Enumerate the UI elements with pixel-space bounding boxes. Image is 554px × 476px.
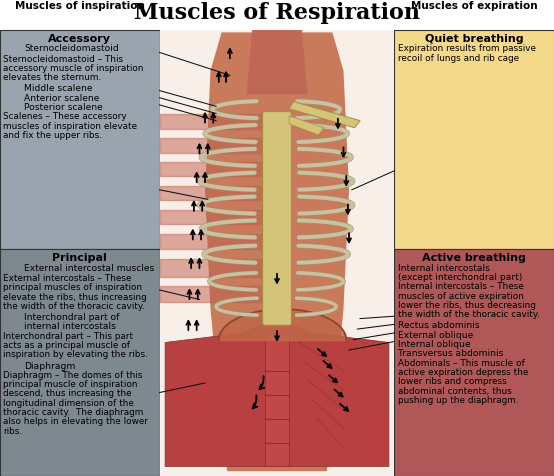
Text: Expiration results from passive: Expiration results from passive <box>398 44 536 53</box>
Text: Rectus abdominis: Rectus abdominis <box>398 321 479 330</box>
Text: Interchondral part of: Interchondral part of <box>24 313 119 321</box>
Text: muscles of active expiration: muscles of active expiration <box>398 291 524 300</box>
Text: elevate the ribs, thus increasing: elevate the ribs, thus increasing <box>3 292 147 301</box>
Text: longitudinal dimension of the: longitudinal dimension of the <box>3 398 134 407</box>
Text: External intercostals – These: External intercostals – These <box>3 273 132 282</box>
Text: ribs.: ribs. <box>3 426 23 435</box>
Text: recoil of lungs and rib cage: recoil of lungs and rib cage <box>398 54 519 62</box>
Polygon shape <box>289 102 360 129</box>
FancyBboxPatch shape <box>394 250 554 476</box>
FancyBboxPatch shape <box>263 112 291 326</box>
Text: elevates the sternum.: elevates the sternum. <box>3 73 101 82</box>
Text: Middle scalene: Middle scalene <box>24 84 93 93</box>
Text: Muscles of expiration: Muscles of expiration <box>411 1 537 11</box>
Text: inspiration by elevating the ribs.: inspiration by elevating the ribs. <box>3 350 148 358</box>
Text: Principal: Principal <box>53 253 107 263</box>
Text: the width of the thoracic cavity.: the width of the thoracic cavity. <box>398 310 540 318</box>
FancyBboxPatch shape <box>265 333 289 466</box>
Text: Active breathing: Active breathing <box>422 253 526 263</box>
Text: Diaphragm: Diaphragm <box>24 361 75 370</box>
FancyBboxPatch shape <box>394 31 554 250</box>
Text: also helps in elevating the lower: also helps in elevating the lower <box>3 416 148 426</box>
Text: Muscles of inspiration: Muscles of inspiration <box>15 1 145 11</box>
Text: Diaphragm – The domes of this: Diaphragm – The domes of this <box>3 370 143 379</box>
FancyBboxPatch shape <box>0 250 160 476</box>
Text: Sternocleidomastoid – This: Sternocleidomastoid – This <box>3 55 124 63</box>
Text: Anterior scalene: Anterior scalene <box>24 93 99 102</box>
Text: (except interchondral part): (except interchondral part) <box>398 273 522 281</box>
Text: Scalenes – These accessory: Scalenes – These accessory <box>3 112 127 121</box>
Text: External intercostal muscles: External intercostal muscles <box>24 263 154 272</box>
Text: Posterior scalene: Posterior scalene <box>24 103 102 112</box>
Text: descend, thus increasing the: descend, thus increasing the <box>3 389 132 397</box>
Text: acts as a principal muscle of: acts as a principal muscle of <box>3 340 130 349</box>
Text: the width of the thoracic cavity.: the width of the thoracic cavity. <box>3 301 145 310</box>
Text: Abdominals – This muscle of: Abdominals – This muscle of <box>398 358 525 367</box>
Polygon shape <box>289 117 324 136</box>
Text: muscles of inspiration elevate: muscles of inspiration elevate <box>3 121 137 130</box>
Text: Sternocleidomastoid: Sternocleidomastoid <box>24 44 119 53</box>
Text: accessory muscle of inspiration: accessory muscle of inspiration <box>3 64 144 73</box>
Text: Internal oblique: Internal oblique <box>398 339 470 348</box>
Text: active expiration depress the: active expiration depress the <box>398 367 528 376</box>
FancyBboxPatch shape <box>0 31 160 250</box>
Text: Quiet breathing: Quiet breathing <box>425 34 524 44</box>
Polygon shape <box>205 33 349 471</box>
Text: Transversus abdominis: Transversus abdominis <box>398 349 503 357</box>
Text: lower the ribs, thus decreasing: lower the ribs, thus decreasing <box>398 300 536 309</box>
Text: Accessory: Accessory <box>48 34 111 44</box>
Text: Internal intercostals – These: Internal intercostals – These <box>398 282 524 291</box>
Polygon shape <box>247 31 307 95</box>
Text: thoracic cavity.  The diaphragm: thoracic cavity. The diaphragm <box>3 407 143 416</box>
Text: abdominal contents, thus: abdominal contents, thus <box>398 386 511 395</box>
FancyBboxPatch shape <box>160 31 394 476</box>
Text: Internal intercostals: Internal intercostals <box>398 263 490 272</box>
Text: pushing up the diaphragm.: pushing up the diaphragm. <box>398 395 519 404</box>
Text: principal muscle of inspiration: principal muscle of inspiration <box>3 379 138 388</box>
Text: principal muscles of inspiration: principal muscles of inspiration <box>3 283 142 292</box>
Text: lower ribs and compress: lower ribs and compress <box>398 377 506 386</box>
Text: internal intercostals: internal intercostals <box>24 322 116 331</box>
Text: Muscles of Respiration: Muscles of Respiration <box>134 2 420 24</box>
Text: External oblique: External oblique <box>398 330 473 339</box>
Text: and fix the upper ribs.: and fix the upper ribs. <box>3 130 102 139</box>
Text: Interchondral part – This part: Interchondral part – This part <box>3 331 134 340</box>
Polygon shape <box>165 324 389 466</box>
